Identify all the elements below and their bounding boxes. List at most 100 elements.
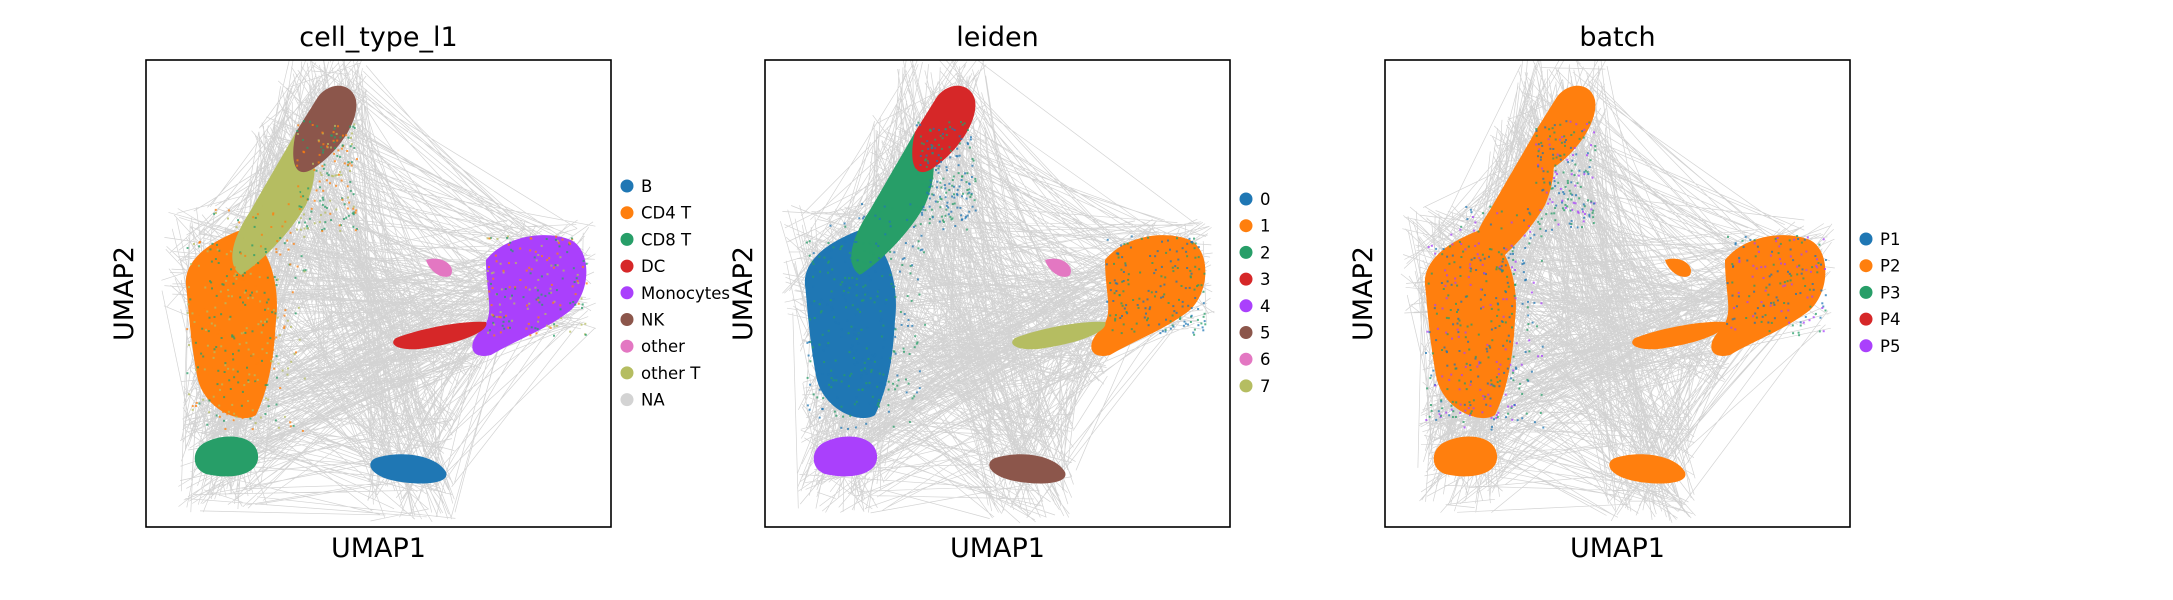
cell-point <box>216 332 219 335</box>
cell-point <box>243 237 246 239</box>
cell-point <box>212 356 215 359</box>
cell-point <box>1735 305 1738 308</box>
cell-point <box>939 195 942 198</box>
cell-point <box>1160 265 1163 268</box>
cell-point <box>1446 280 1449 283</box>
cell-point <box>842 290 845 292</box>
cell-point <box>1460 225 1463 228</box>
cell-point <box>1502 258 1505 260</box>
cell-point <box>857 342 860 345</box>
cell-point <box>903 257 906 260</box>
legend-label: 6 <box>1260 350 1271 369</box>
cell-point <box>919 123 922 126</box>
cell-point <box>204 263 207 266</box>
cell-point <box>968 188 971 191</box>
cell-point <box>1726 322 1729 325</box>
cell-point <box>1151 262 1154 264</box>
cell-point <box>1175 280 1178 283</box>
cell-point <box>1171 314 1174 317</box>
cell-point <box>1788 239 1791 242</box>
cell-point <box>251 354 254 357</box>
cell-point <box>1560 141 1563 144</box>
cell-point <box>1446 351 1448 354</box>
cell-point <box>1569 209 1572 212</box>
cell-point <box>337 149 340 152</box>
cell-point <box>1529 213 1532 216</box>
cell-point <box>1754 255 1757 258</box>
cell-point <box>218 397 221 400</box>
cell-point <box>238 365 241 368</box>
cell-point <box>1536 325 1538 328</box>
cell-point <box>1495 297 1498 300</box>
cell-point <box>1507 405 1510 408</box>
cell-point <box>1441 307 1444 310</box>
cell-point <box>1800 253 1803 256</box>
cell-point <box>1559 138 1561 141</box>
cell-point <box>537 299 540 302</box>
cell-point <box>1474 355 1477 358</box>
cell-point <box>921 150 924 152</box>
cell-point <box>353 123 356 126</box>
cell-point <box>333 152 336 155</box>
cell-point <box>1541 354 1543 357</box>
cell-point <box>914 224 917 227</box>
cell-point <box>1582 203 1585 206</box>
cell-point <box>1445 331 1448 334</box>
cell-point <box>275 279 278 281</box>
cell-point <box>863 361 866 364</box>
panel-title: leiden <box>956 22 1038 53</box>
cell-point <box>1450 404 1453 407</box>
cell-point <box>1584 213 1586 215</box>
cell-point <box>323 163 326 166</box>
cell-point <box>1731 294 1734 297</box>
cell-point <box>1523 262 1526 265</box>
cell-point <box>259 416 262 419</box>
cell-point <box>931 177 934 180</box>
cell-point <box>1591 211 1594 214</box>
cell-point <box>220 345 223 348</box>
cell-point <box>320 214 322 216</box>
cell-point <box>820 298 823 301</box>
cell-point <box>1776 237 1779 239</box>
cell-point <box>1785 316 1788 319</box>
cell-point <box>1762 277 1765 279</box>
cluster-blob-bcl <box>989 454 1066 484</box>
cell-point <box>1489 304 1492 306</box>
cell-point <box>534 250 537 253</box>
legend-marker <box>620 259 634 273</box>
cell-point <box>272 213 275 216</box>
cell-point <box>324 221 327 224</box>
cell-point <box>545 238 548 240</box>
cell-point <box>1523 234 1526 237</box>
cell-point <box>267 279 270 282</box>
cell-point <box>1428 331 1431 334</box>
cell-point <box>556 264 559 267</box>
cell-point <box>1145 312 1147 315</box>
cell-point <box>1573 147 1576 149</box>
cell-point <box>1797 238 1800 240</box>
cell-point <box>945 191 948 194</box>
cell-point <box>554 264 557 267</box>
cell-point <box>1127 283 1130 286</box>
cell-point <box>941 137 944 140</box>
cell-point <box>891 207 894 210</box>
cell-point <box>928 186 931 188</box>
cell-point <box>1122 290 1125 293</box>
legend-marker <box>1239 379 1253 393</box>
cell-point <box>867 385 870 388</box>
cell-point <box>299 191 302 194</box>
cell-point <box>224 333 227 336</box>
cell-point <box>840 426 843 429</box>
cell-point <box>1488 248 1491 251</box>
cell-point <box>882 324 885 327</box>
cell-point <box>322 198 325 201</box>
cell-point <box>1548 198 1551 201</box>
cell-point <box>876 295 879 298</box>
cell-point <box>554 238 557 241</box>
cell-point <box>263 291 266 294</box>
cell-point <box>297 191 300 194</box>
legend-item: 2 <box>1239 243 1271 262</box>
cell-point <box>1515 342 1518 345</box>
cell-point <box>1427 282 1430 285</box>
cell-point <box>1463 403 1466 406</box>
